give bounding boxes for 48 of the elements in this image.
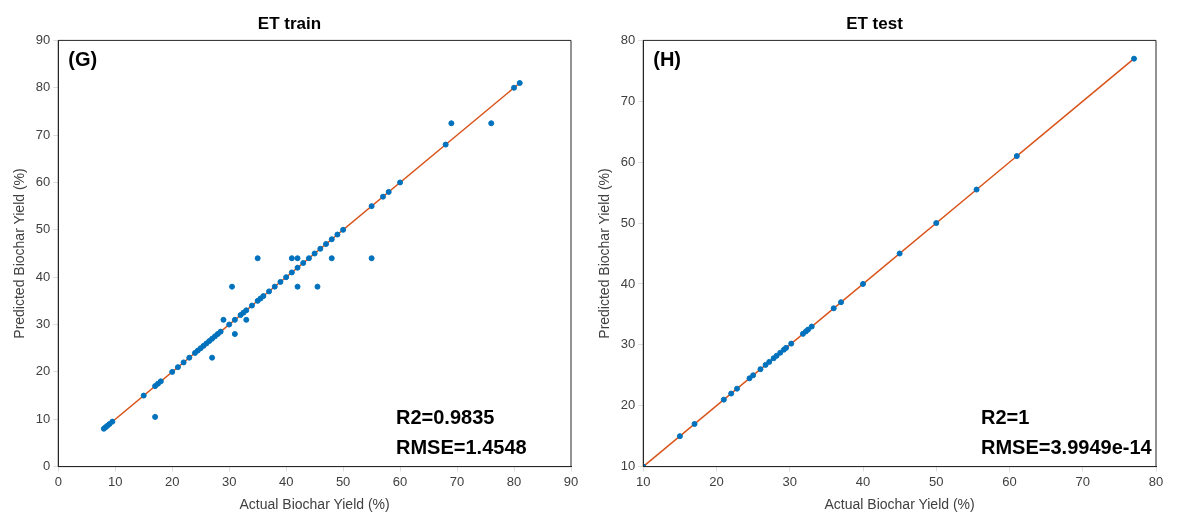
- y-tick-label: 30: [35, 316, 51, 332]
- y-tick-label: 80: [35, 79, 51, 95]
- x-tick-label: 10: [636, 473, 651, 489]
- x-tick-label: 70: [1075, 473, 1090, 489]
- x-axis-title: Actual Biochar Yield (%): [824, 496, 975, 513]
- y-tick-label: 40: [35, 268, 51, 284]
- x-tick-label: 40: [855, 473, 871, 489]
- x-tick-label: 30: [221, 473, 237, 489]
- y-tick-label: 20: [35, 363, 51, 379]
- y-tick-label: 10: [35, 410, 51, 426]
- x-tick-label: 20: [709, 473, 724, 489]
- x-tick-label: 10: [108, 473, 123, 489]
- annotation: R2=0.9835: [396, 406, 495, 429]
- x-tick-label: 70: [449, 473, 465, 489]
- x-tick-label: 90: [563, 473, 579, 489]
- annotation: (H): [653, 47, 682, 70]
- x-axis-title: Actual Biochar Yield (%): [239, 496, 390, 513]
- x-tick-label: 50: [929, 473, 944, 489]
- annotation: R2=1: [981, 406, 1030, 429]
- chart-title: ET train: [257, 13, 322, 33]
- x-tick-label: 30: [782, 473, 797, 489]
- y-tick-label: 60: [620, 153, 636, 169]
- x-tick-label: 80: [1148, 473, 1164, 489]
- x-tick-label: 60: [392, 473, 408, 489]
- x-tick-label: 80: [506, 473, 522, 489]
- y-tick-label: 80: [620, 31, 636, 47]
- y-tick-label: 70: [620, 92, 636, 108]
- y-tick-label: 20: [620, 397, 636, 413]
- x-tick-label: 60: [1002, 473, 1017, 489]
- chart-title: ET test: [846, 13, 904, 33]
- x-tick-label: 0: [54, 473, 62, 489]
- y-tick-label: 50: [35, 221, 51, 237]
- annotation: (G): [68, 47, 98, 70]
- y-axis-title: Predicted Biochar Yield (%): [596, 168, 613, 339]
- annotation: RMSE=1.4548: [396, 436, 527, 459]
- y-tick-label: 30: [620, 336, 636, 352]
- y-tick-label: 0: [43, 458, 51, 474]
- y-tick-label: 60: [35, 174, 51, 190]
- y-tick-label: 70: [35, 126, 51, 142]
- x-tick-label: 20: [164, 473, 180, 489]
- x-tick-label: 50: [335, 473, 351, 489]
- y-tick-label: 40: [620, 275, 636, 291]
- y-axis-title: Predicted Biochar Yield (%): [11, 168, 28, 339]
- y-tick-label: 90: [35, 31, 51, 47]
- x-tick-label: 40: [278, 473, 294, 489]
- y-tick-label: 50: [620, 214, 636, 230]
- annotation: RMSE=3.9949e-14: [981, 436, 1153, 459]
- y-tick-label: 10: [620, 458, 636, 474]
